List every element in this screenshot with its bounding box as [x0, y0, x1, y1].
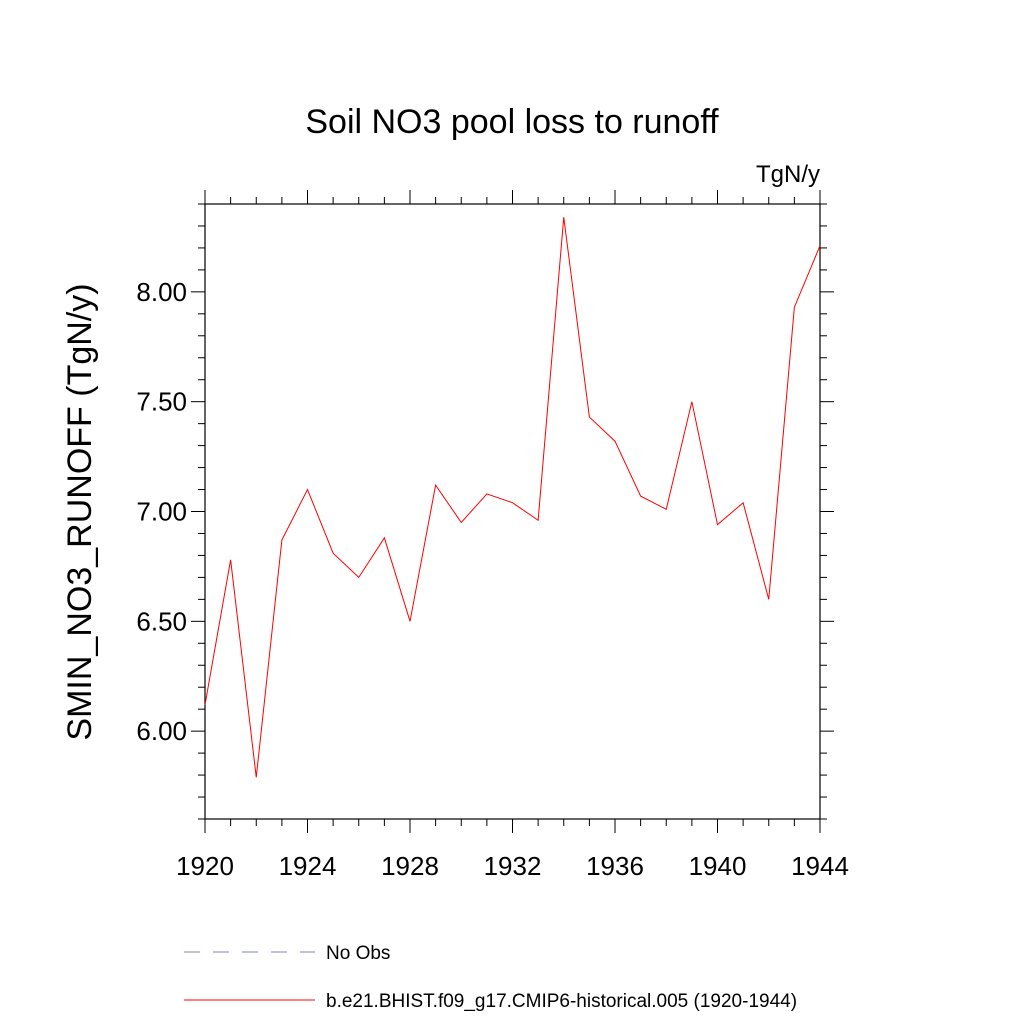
x-tick-label: 1924	[279, 851, 337, 881]
x-tick-label: 1944	[791, 851, 849, 881]
legend-label: b.e21.BHIST.f09_g17.CMIP6-historical.005…	[326, 991, 797, 1012]
y-tick-label: 8.00	[136, 277, 187, 307]
y-tick-label: 6.00	[136, 716, 187, 746]
chart-title: Soil NO3 pool loss to runoff	[305, 103, 719, 141]
y-axis-label: SMIN_NO3_RUNOFF (TgN/y)	[61, 283, 99, 740]
x-tick-label: 1932	[484, 851, 542, 881]
x-tick-label: 1928	[381, 851, 439, 881]
x-tick-label: 1920	[176, 851, 234, 881]
x-tick-label: 1940	[689, 851, 747, 881]
plot-frame	[204, 203, 821, 820]
x-tick-label: 1936	[586, 851, 644, 881]
y-axis-ticks: 6.00 6.50 7.00 7.50 8.00	[136, 203, 834, 820]
legend-label: No Obs	[326, 943, 390, 964]
units-label: TgN/y	[756, 161, 820, 188]
y-tick-label: 6.50	[136, 606, 187, 636]
series-line	[204, 217, 821, 778]
y-tick-label: 7.50	[136, 387, 187, 417]
series-layer	[204, 217, 821, 778]
legend: No Obs b.e21.BHIST.f09_g17.CMIP6-historic…	[184, 943, 797, 1012]
x-axis-ticks: 1920 1924 1928 1932 1936 1940 1944	[176, 190, 849, 881]
y-tick-label: 7.00	[136, 497, 187, 527]
